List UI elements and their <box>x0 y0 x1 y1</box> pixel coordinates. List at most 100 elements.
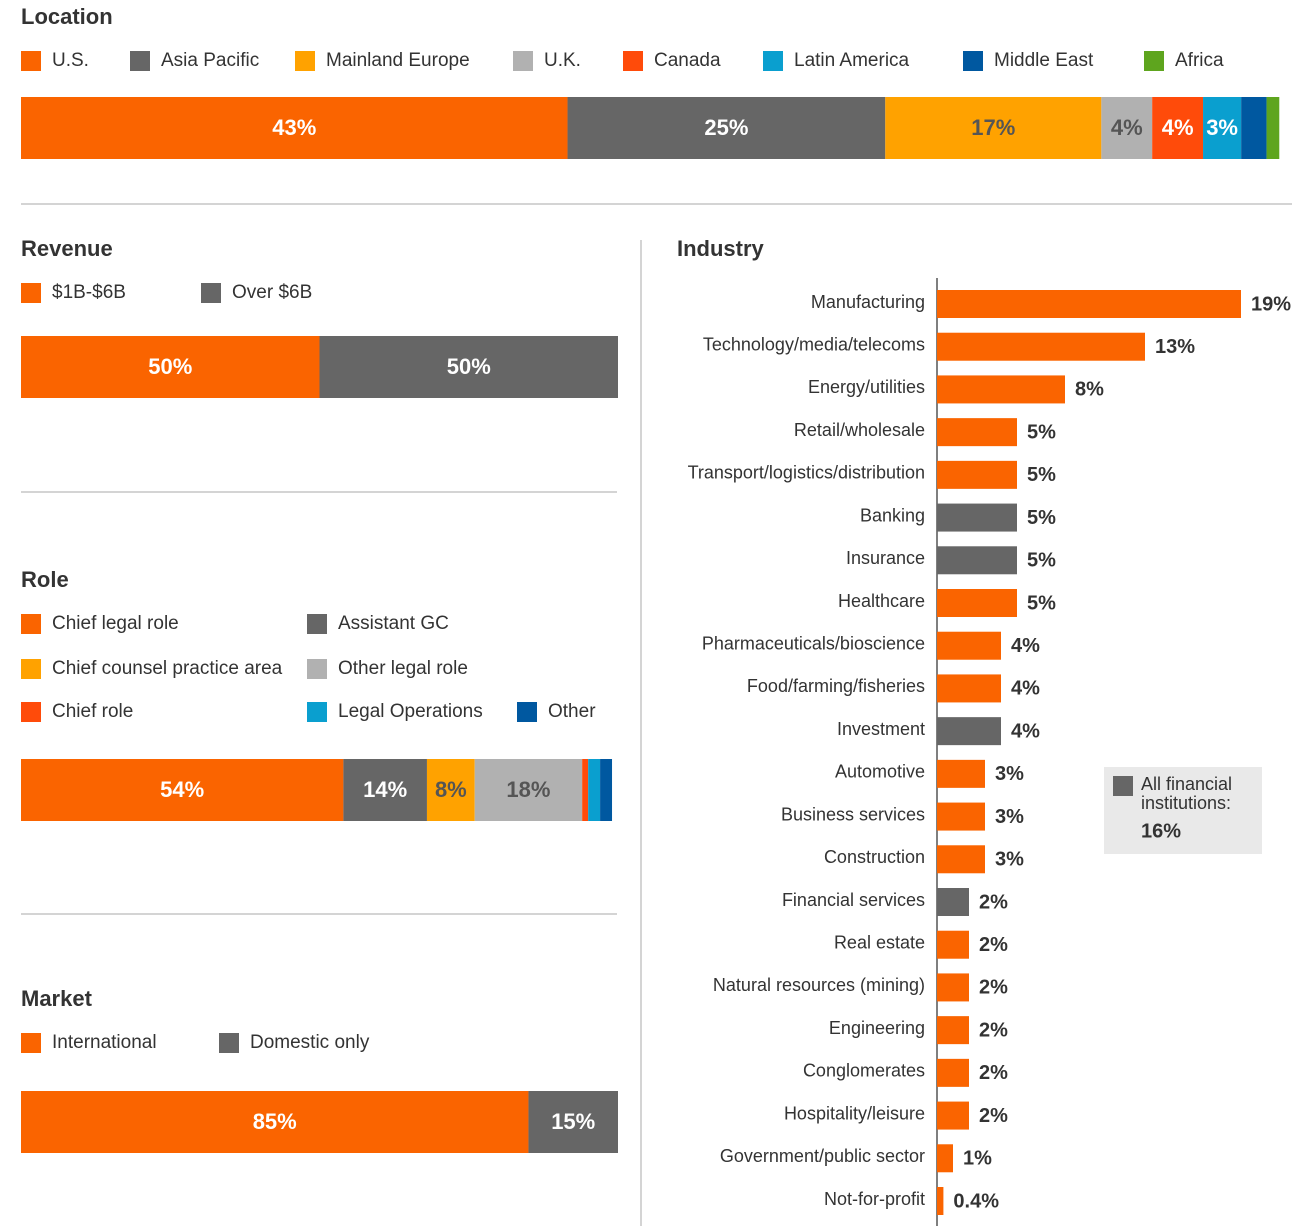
legend-swatch <box>21 51 41 71</box>
bar <box>937 717 1001 746</box>
bar-segment <box>588 759 601 821</box>
bar <box>937 1016 969 1045</box>
data-label: 19% <box>1251 293 1291 315</box>
bar <box>937 503 1017 532</box>
bar <box>937 418 1017 447</box>
category-label: Automotive <box>835 762 925 782</box>
legend-swatch <box>763 51 783 71</box>
bar-segment <box>1101 97 1153 159</box>
legend-swatch <box>21 1033 41 1053</box>
data-label: 5% <box>1027 421 1056 443</box>
legend-swatch <box>307 659 327 679</box>
data-label: 2% <box>979 977 1008 999</box>
legend-label: Middle East <box>994 50 1094 71</box>
legend-swatch <box>130 51 150 71</box>
category-label: Transport/logistics/distribution <box>688 463 925 483</box>
data-label: 2% <box>979 1105 1008 1127</box>
legend-swatch <box>307 702 327 722</box>
bar-segment <box>1266 97 1280 159</box>
bar-segment <box>319 336 618 398</box>
data-label: 2% <box>979 1062 1008 1084</box>
legend-label: Asia Pacific <box>161 50 259 71</box>
bar <box>937 674 1001 703</box>
category-label: Investment <box>837 719 925 739</box>
category-label: Healthcare <box>838 591 925 611</box>
legend-label: $1B-$6B <box>52 282 126 303</box>
category-label: Business services <box>781 804 925 824</box>
data-label: 4% <box>1011 635 1040 657</box>
bar <box>937 973 969 1002</box>
bar-segment <box>1241 97 1267 159</box>
bar-segment <box>21 336 320 398</box>
chart-title: Market <box>21 986 93 1011</box>
bar <box>937 1058 969 1087</box>
data-label: 5% <box>1027 592 1056 614</box>
chart-title: Industry <box>677 236 765 261</box>
bar-segment <box>1203 97 1242 159</box>
chart-title: Role <box>21 567 69 592</box>
legend-label: Canada <box>654 50 721 71</box>
legend-label: Chief legal role <box>52 613 179 634</box>
bar <box>937 1144 953 1173</box>
bar <box>937 930 969 959</box>
data-label: 17% <box>971 115 1015 140</box>
bar-segment <box>600 759 613 821</box>
bar-segment <box>21 97 568 159</box>
category-label: Technology/media/telecoms <box>703 334 925 354</box>
legend-label: Legal Operations <box>338 701 483 722</box>
bar <box>937 375 1065 404</box>
legend-swatch <box>1144 51 1164 71</box>
data-label: 0.4% <box>953 1190 999 1212</box>
category-label: Pharmaceuticals/bioscience <box>702 633 925 653</box>
category-label: Government/public sector <box>720 1146 925 1166</box>
data-label: 4% <box>1111 115 1143 140</box>
data-label: 15% <box>551 1109 595 1134</box>
data-label: 13% <box>1155 336 1195 358</box>
bar-segment <box>1152 97 1204 159</box>
data-label: 5% <box>1027 507 1056 529</box>
bar <box>937 460 1017 489</box>
bar <box>937 1101 969 1130</box>
data-label: 5% <box>1027 464 1056 486</box>
legend-label: U.K. <box>544 50 581 71</box>
annotation-swatch <box>1113 776 1133 796</box>
bar <box>937 332 1145 361</box>
data-label: 14% <box>363 777 407 802</box>
legend-label: Chief role <box>52 701 133 722</box>
bar-segment <box>474 759 583 821</box>
data-label: 85% <box>253 1109 297 1134</box>
data-label: 50% <box>447 354 491 379</box>
data-label: 18% <box>506 777 550 802</box>
bar <box>937 1187 944 1215</box>
category-label: Manufacturing <box>811 292 925 312</box>
category-label: Real estate <box>834 932 925 952</box>
data-label: 54% <box>160 777 204 802</box>
legend-label: Mainland Europe <box>326 50 470 71</box>
data-label: 8% <box>435 777 467 802</box>
bar <box>937 845 985 874</box>
data-label: 5% <box>1027 550 1056 572</box>
legend-label: Chief counsel practice area <box>52 658 283 679</box>
bar-segment <box>567 97 886 159</box>
bar <box>937 802 985 831</box>
category-label: Not-for-profit <box>824 1189 925 1209</box>
data-label: 3% <box>995 763 1024 785</box>
data-label: 3% <box>995 849 1024 871</box>
legend-swatch <box>219 1033 239 1053</box>
category-label: Hospitality/leisure <box>784 1103 925 1123</box>
legend-swatch <box>295 51 315 71</box>
legend-label: Assistant GC <box>338 613 449 634</box>
bar-segment <box>528 1091 618 1153</box>
category-label: Banking <box>860 505 925 525</box>
category-label: Financial services <box>782 890 925 910</box>
category-label: Retail/wholesale <box>794 420 925 440</box>
annotation-value: 16% <box>1141 820 1181 842</box>
data-label: 4% <box>1011 678 1040 700</box>
legend-label: Africa <box>1175 50 1224 71</box>
bar-segment <box>21 759 344 821</box>
chart-title: Revenue <box>21 236 113 261</box>
bar-segment <box>21 1091 529 1153</box>
legend-label: Other <box>548 701 596 722</box>
data-label: 2% <box>979 934 1008 956</box>
data-label: 43% <box>272 115 316 140</box>
